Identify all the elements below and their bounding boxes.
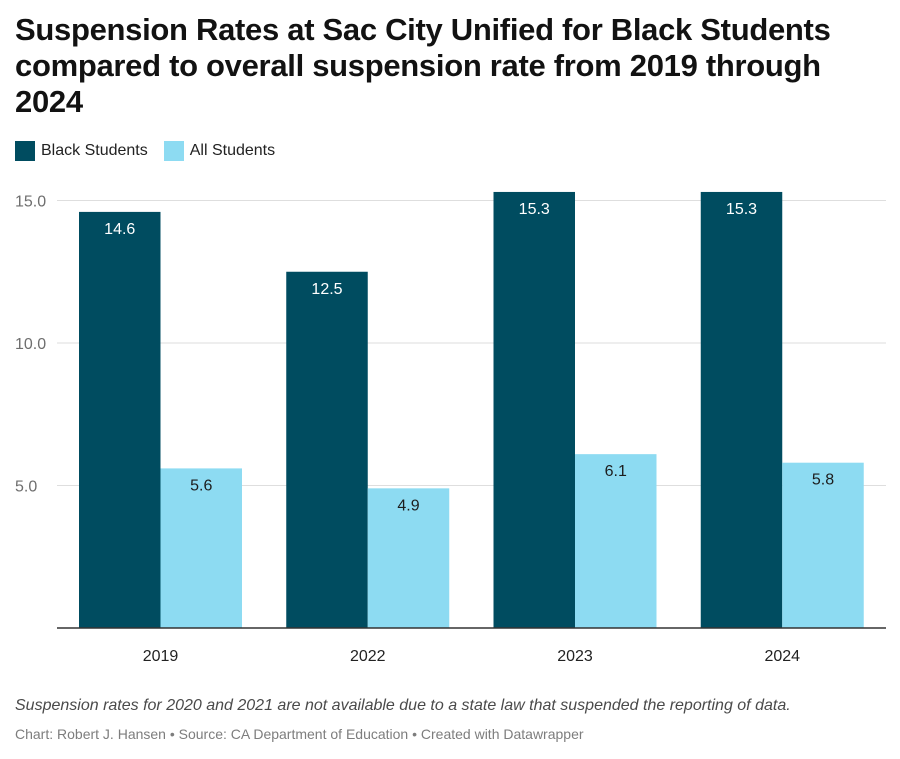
x-tick-label: 2024 [764, 648, 800, 665]
data-label: 6.1 [605, 463, 627, 480]
chart-credits: Chart: Robert J. Hansen • Source: CA Dep… [15, 726, 584, 742]
y-tick-label: 15.0 [15, 194, 46, 211]
x-tick-label: 2023 [557, 648, 593, 665]
x-tick-label: 2019 [143, 648, 179, 665]
bar-black-students-2023 [493, 191, 575, 628]
bar-all-students-2024 [782, 462, 864, 628]
y-tick-label: 10.0 [15, 336, 46, 353]
legend: Black Students All Students [15, 141, 275, 161]
data-label: 5.6 [190, 477, 212, 494]
bar-chart: 5.0 10.0 15.0 14.6 5.6 2019 12.5 4.9 2022 15.3 6.1… [15, 191, 886, 665]
bar-all-students-2022 [367, 488, 450, 628]
data-label: 15.3 [726, 201, 757, 218]
x-tick-label: 2022 [350, 648, 386, 665]
y-tick-label: 5.0 [15, 479, 37, 496]
data-label: 15.3 [519, 201, 550, 218]
legend-item-black-students: Black Students [15, 141, 148, 161]
legend-label-black-students: Black Students [41, 142, 148, 159]
bar-black-students-2022 [286, 271, 368, 628]
bar-all-students-2019 [160, 468, 242, 628]
chart-title: Suspension Rates at Sac City Unified for… [15, 12, 831, 119]
data-label: 14.6 [104, 221, 135, 238]
legend-item-all-students: All Students [163, 141, 276, 161]
legend-swatch-black-students [15, 141, 35, 161]
data-label: 12.5 [311, 281, 342, 298]
bar-black-students-2024 [700, 191, 783, 628]
chart-notes: Suspension rates for 2020 and 2021 are n… [15, 697, 791, 714]
legend-swatch-all-students [163, 141, 184, 161]
bar-black-students-2019 [79, 211, 161, 628]
legend-label-all-students: All Students [189, 142, 276, 159]
data-label: 5.8 [812, 472, 834, 489]
data-label: 4.9 [397, 497, 419, 514]
bar-all-students-2023 [575, 454, 657, 628]
